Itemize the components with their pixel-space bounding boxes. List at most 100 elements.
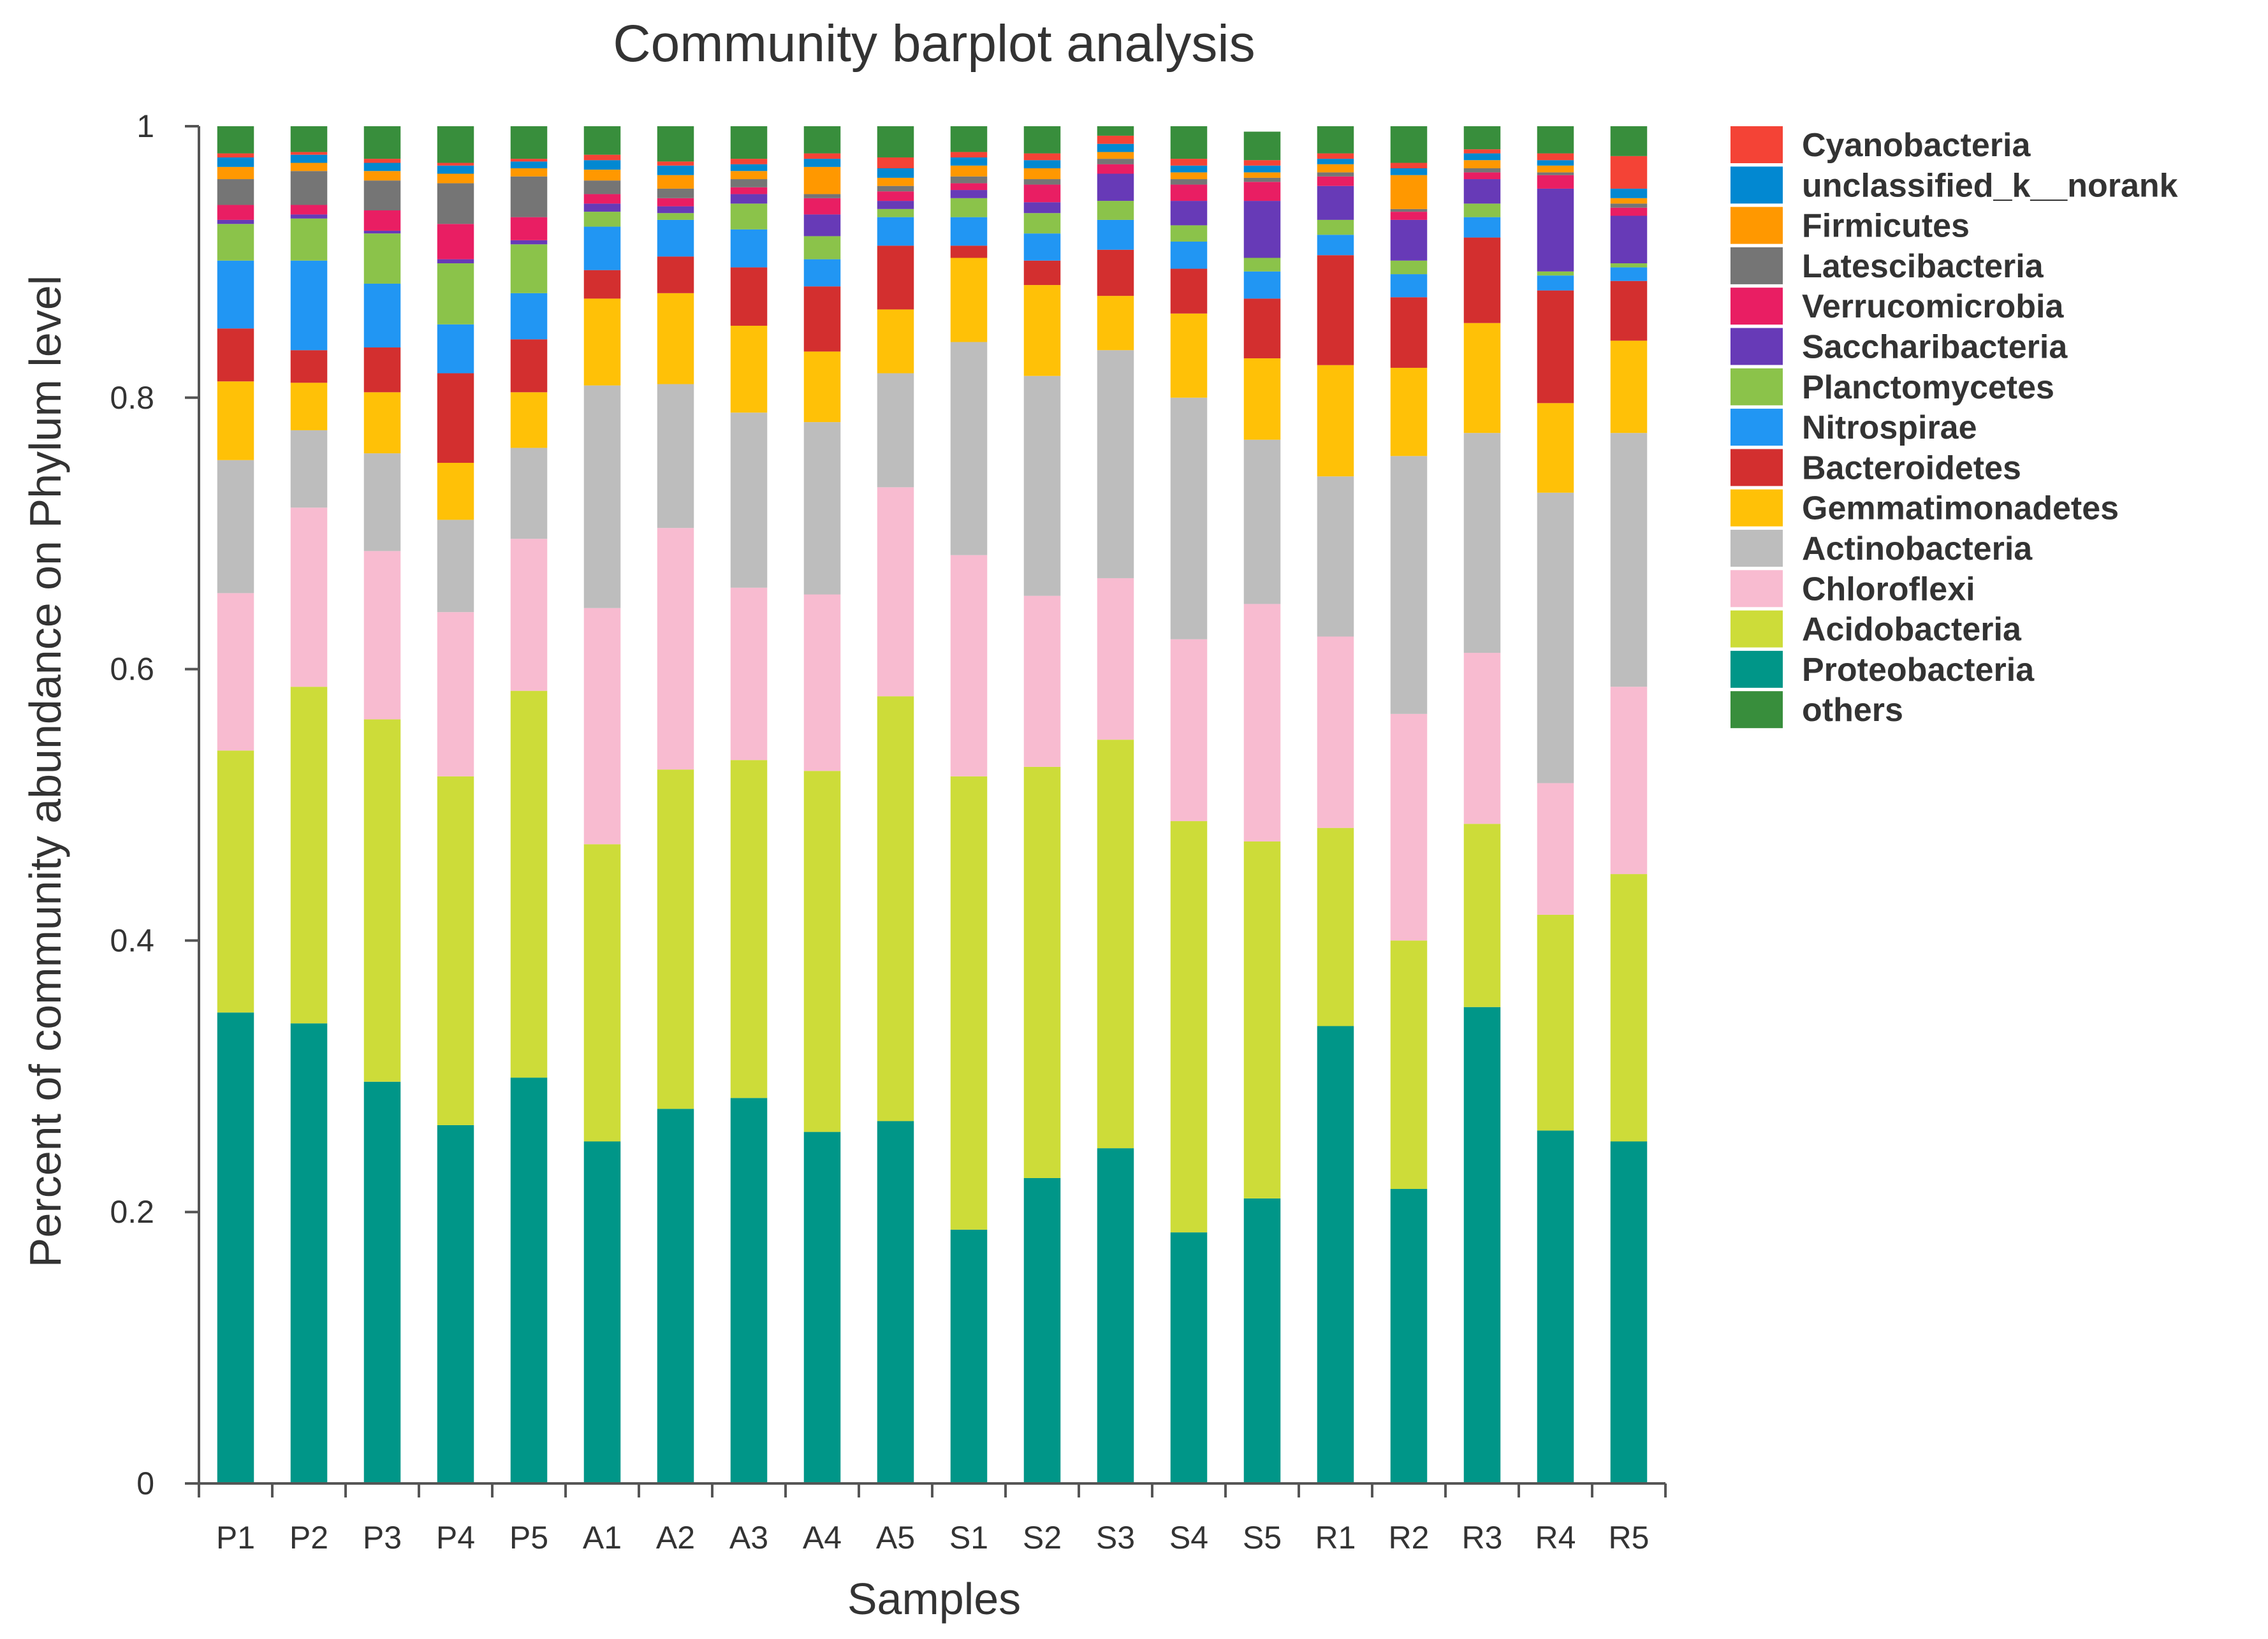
x-tick-label: A3 bbox=[729, 1520, 768, 1555]
bar-segment-p2-chloroflexi bbox=[290, 507, 328, 687]
legend-label: Saccharibacteria bbox=[1802, 329, 2068, 366]
bar-segment-s2-unclassified-k-norank bbox=[1023, 160, 1061, 168]
bar-segment-p3-gemmatimonadetes bbox=[363, 392, 401, 454]
bar-segment-r2-others bbox=[1390, 126, 1428, 163]
bar-segment-p2-latescibacteria bbox=[290, 171, 328, 205]
bar-segment-r4-chloroflexi bbox=[1537, 783, 1574, 915]
bar-segment-p3-nitrospirae bbox=[363, 283, 401, 348]
legend-swatch-saccharibacteria bbox=[1730, 328, 1783, 365]
bar-segment-r1-others bbox=[1317, 126, 1354, 154]
bar-segment-s1-planctomycetes bbox=[950, 198, 988, 217]
bar-segment-r1-firmicutes bbox=[1317, 164, 1354, 173]
bar-segment-p2-firmicutes bbox=[290, 163, 328, 171]
bar-segment-p3-unclassified-k-norank bbox=[363, 163, 401, 171]
bar-segment-r3-proteobacteria bbox=[1463, 1007, 1501, 1483]
legend-label: Actinobacteria bbox=[1802, 530, 2033, 567]
bar-segment-p5-firmicutes bbox=[510, 168, 548, 177]
bar-segment-s2-proteobacteria bbox=[1023, 1177, 1061, 1483]
bar-segment-r1-latescibacteria bbox=[1317, 172, 1354, 177]
bar-segment-p1-proteobacteria bbox=[217, 1012, 254, 1483]
bar-segment-a5-latescibacteria bbox=[877, 186, 914, 192]
legend-label: Proteobacteria bbox=[1802, 652, 2035, 688]
bar-segment-p1-cyanobacteria bbox=[217, 153, 254, 157]
x-ticks-group: P1 P2 P3 P4 P5 A1 A2 A3 A4 A5 S1 S2 S3 S4 S5 R1 R2 R3 R4 R5 bbox=[198, 1483, 1667, 1555]
bar-segment-p4-cyanobacteria bbox=[437, 163, 474, 166]
legend-swatch-proteobacteria bbox=[1730, 650, 1783, 688]
bar-segment-s2-bacteroidetes bbox=[1023, 260, 1061, 286]
bar-segment-a5-saccharibacteria bbox=[877, 201, 914, 209]
bar-segment-r2-cyanobacteria bbox=[1390, 163, 1428, 168]
bar-segment-s1-proteobacteria bbox=[950, 1229, 988, 1483]
bar-segment-p5-unclassified-k-norank bbox=[510, 161, 548, 168]
bar-segment-s4-verrucomicrobia bbox=[1170, 184, 1208, 201]
bar-segment-s2-firmicutes bbox=[1023, 168, 1061, 180]
bar-segment-p5-gemmatimonadetes bbox=[510, 392, 548, 448]
bar-segment-s2-saccharibacteria bbox=[1023, 202, 1061, 214]
bar-segment-p4-others bbox=[437, 126, 474, 163]
bar-segment-s2-others bbox=[1023, 126, 1061, 154]
bar-segment-p3-verrucomicrobia bbox=[363, 210, 401, 231]
bar-segment-a2-proteobacteria bbox=[657, 1109, 694, 1483]
bar-segment-s5-acidobacteria bbox=[1243, 841, 1281, 1198]
x-tick-label: A2 bbox=[656, 1520, 695, 1555]
bar-segment-a2-unclassified-k-norank bbox=[657, 165, 694, 175]
bar-segment-r2-saccharibacteria bbox=[1390, 219, 1428, 261]
legend-label: others bbox=[1802, 692, 1903, 729]
bar-segment-p5-cyanobacteria bbox=[510, 159, 548, 162]
y-tick-label: 0.2 bbox=[110, 1194, 154, 1230]
bar-segment-a1-others bbox=[583, 126, 621, 155]
bar-segment-a4-acidobacteria bbox=[803, 771, 841, 1132]
bar-segment-s3-verrucomicrobia bbox=[1097, 164, 1134, 174]
bar-segment-r4-saccharibacteria bbox=[1537, 188, 1574, 272]
bar-segment-r5-saccharibacteria bbox=[1610, 215, 1648, 264]
bar-segment-s4-cyanobacteria bbox=[1170, 159, 1208, 166]
bar-segment-r3-bacteroidetes bbox=[1463, 237, 1501, 323]
bar-segment-r4-planctomycetes bbox=[1537, 271, 1574, 276]
bar-segment-r3-verrucomicrobia bbox=[1463, 172, 1501, 180]
bar-segment-s1-saccharibacteria bbox=[950, 190, 988, 198]
bar-segment-s2-acidobacteria bbox=[1023, 766, 1061, 1178]
bar-segment-p4-firmicutes bbox=[437, 173, 474, 184]
bar-segment-r3-firmicutes bbox=[1463, 160, 1501, 168]
bar-segment-a2-bacteroidetes bbox=[657, 256, 694, 293]
bar-segment-r4-bacteroidetes bbox=[1537, 290, 1574, 404]
bar-segment-p1-acidobacteria bbox=[217, 750, 254, 1013]
bar-segment-s5-proteobacteria bbox=[1243, 1198, 1281, 1483]
legend-label: Acidobacteria bbox=[1802, 611, 2022, 648]
x-axis-title: Samples bbox=[847, 1574, 1021, 1624]
legend-label: Cyanobacteria bbox=[1802, 127, 2031, 164]
bar-segment-r4-others bbox=[1537, 126, 1574, 154]
bar-segment-a3-actinobacteria bbox=[730, 412, 768, 588]
legend-swatch-chloroflexi bbox=[1730, 570, 1783, 608]
bar-segment-a1-acidobacteria bbox=[583, 844, 621, 1142]
bar-segment-p3-firmicutes bbox=[363, 171, 401, 181]
bar-segment-s1-gemmatimonadetes bbox=[950, 258, 988, 342]
bar-segment-s2-cyanobacteria bbox=[1023, 153, 1061, 161]
bar-segment-r4-latescibacteria bbox=[1537, 172, 1574, 175]
bar-segment-p5-acidobacteria bbox=[510, 690, 548, 1078]
bar-segment-r2-latescibacteria bbox=[1390, 208, 1428, 212]
bar-segment-s1-acidobacteria bbox=[950, 776, 988, 1230]
legend-swatch-latescibacteria bbox=[1730, 247, 1783, 284]
bar-segment-s5-bacteroidetes bbox=[1243, 298, 1281, 359]
bar-segment-r5-verrucomicrobia bbox=[1610, 207, 1648, 216]
legend-label: Chloroflexi bbox=[1802, 571, 1975, 608]
bar-segment-r3-acidobacteria bbox=[1463, 824, 1501, 1007]
bar-segment-p3-proteobacteria bbox=[363, 1081, 401, 1483]
bar-segment-s5-saccharibacteria bbox=[1243, 201, 1281, 258]
x-tick-label: P5 bbox=[509, 1520, 548, 1555]
bar-segment-r2-verrucomicrobia bbox=[1390, 212, 1428, 220]
y-tick-label: 1 bbox=[136, 108, 154, 144]
bar-segment-p2-proteobacteria bbox=[290, 1023, 328, 1483]
bar-segment-s5-actinobacteria bbox=[1243, 439, 1281, 604]
bar-segment-p2-unclassified-k-norank bbox=[290, 154, 328, 163]
bar-segment-r3-others bbox=[1463, 126, 1501, 150]
bar-segment-p5-chloroflexi bbox=[510, 539, 548, 691]
bar-segment-a3-acidobacteria bbox=[730, 760, 768, 1098]
bar-segment-p1-others bbox=[217, 126, 254, 154]
bar-segment-a4-verrucomicrobia bbox=[803, 198, 841, 215]
bar-segment-s3-firmicutes bbox=[1097, 152, 1134, 159]
bar-segment-r4-proteobacteria bbox=[1537, 1130, 1574, 1483]
bar-segment-a2-others bbox=[657, 126, 694, 162]
bar-segment-r3-chloroflexi bbox=[1463, 653, 1501, 824]
